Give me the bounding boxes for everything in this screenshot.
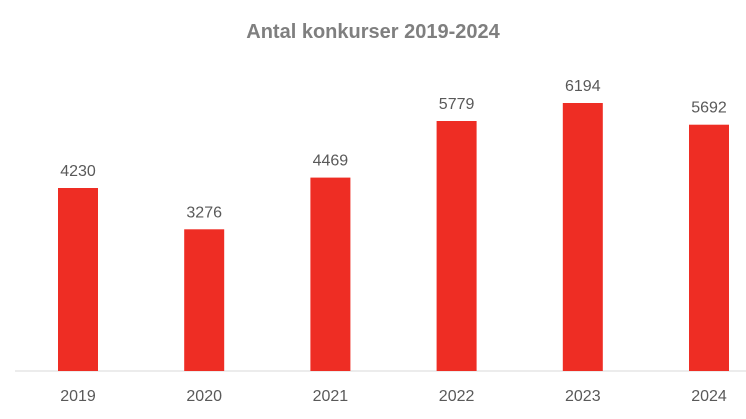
x-tick-label-2020: 2020 — [186, 388, 222, 405]
bar-2021 — [310, 177, 351, 371]
data-label-2020: 3276 — [186, 204, 222, 221]
data-label-2019: 4230 — [60, 163, 96, 180]
bar-2024 — [689, 124, 729, 371]
data-labels: 4230 3276 4469 5779 6194 5692 — [60, 78, 727, 221]
x-axis-tick-labels: 2019 2020 2021 2022 2023 2024 — [60, 388, 727, 405]
chart-title: Antal konkurser 2019-2024 — [246, 21, 500, 43]
bar-2019 — [58, 188, 98, 371]
data-label-2021: 4469 — [313, 153, 349, 170]
bar-2020 — [184, 229, 225, 371]
x-tick-label-2019: 2019 — [60, 388, 96, 405]
x-tick-label-2024: 2024 — [691, 388, 727, 405]
x-tick-label-2023: 2023 — [565, 388, 601, 405]
data-label-2022: 5779 — [439, 96, 475, 113]
bar-2023 — [562, 103, 603, 371]
x-tick-label-2022: 2022 — [439, 388, 475, 405]
data-label-2023: 6194 — [565, 78, 601, 95]
bar-2022 — [436, 121, 477, 371]
x-tick-label-2021: 2021 — [313, 388, 349, 405]
data-label-2024: 5692 — [691, 100, 727, 117]
bar-series — [58, 103, 729, 371]
